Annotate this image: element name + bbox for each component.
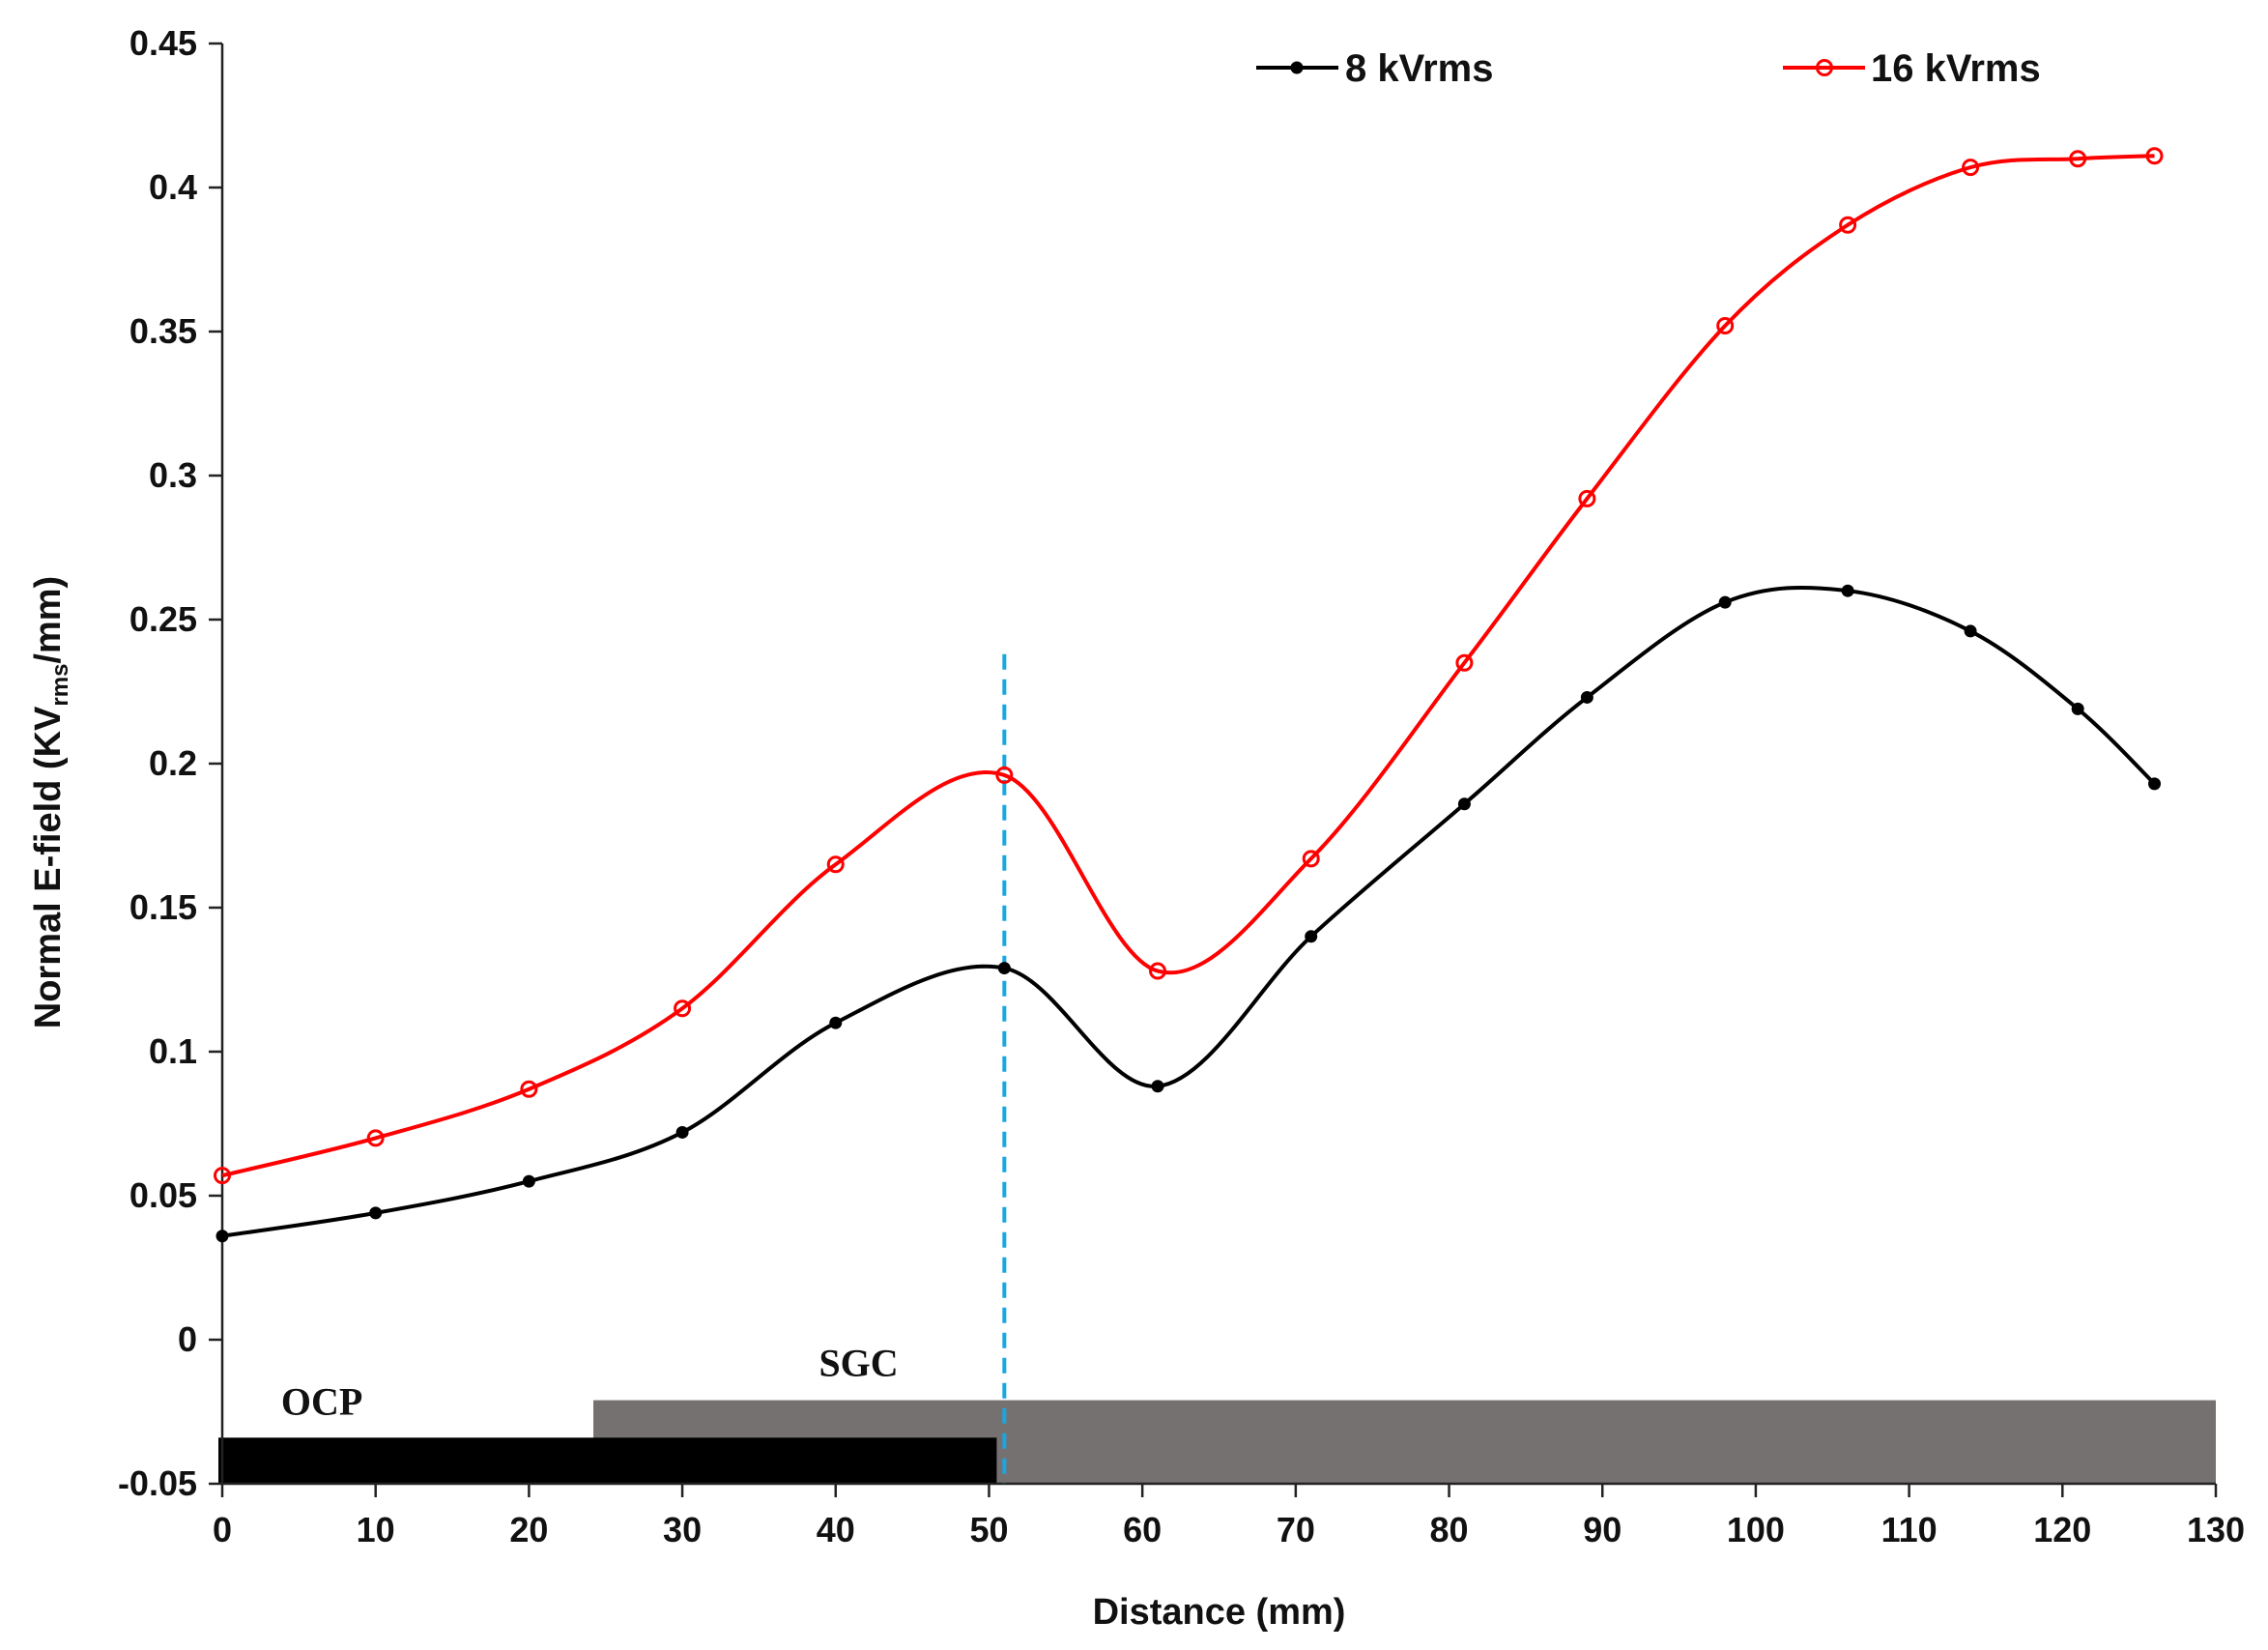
x-tick-label: 110 [1881, 1510, 1938, 1549]
data-point-16kv [1839, 216, 1857, 234]
legend: 8 kVrms 16 kVrms [1256, 47, 2041, 90]
series-line-8kv [221, 585, 2156, 1238]
y-tick-label: 0.35 [129, 311, 197, 351]
data-point-8kv [522, 1174, 535, 1188]
y-tick-label: 0.25 [129, 599, 197, 639]
data-point-8kv [1305, 930, 1318, 943]
data-point-16kv [1962, 159, 1980, 177]
data-point-8kv [675, 1125, 689, 1139]
legend-marker-16kv [1816, 59, 1833, 76]
data-point-8kv [997, 962, 1011, 975]
x-tick-label: 60 [1123, 1510, 1162, 1549]
data-point-8kv [369, 1206, 383, 1220]
legend-label-8kv: 8 kVrms [1345, 47, 1493, 90]
data-point-8kv [1841, 584, 1854, 597]
axes: -0.05 0 0.05 0.1 0.15 0.2 0.25 0.3 0.35 0.4 0.45 0… [118, 23, 2245, 1549]
y-tick-label: 0.3 [149, 455, 197, 495]
y-tick-label: 0 [178, 1319, 197, 1359]
data-point-8kv [1151, 1080, 1164, 1093]
data-point-16kv [2145, 147, 2164, 165]
x-axis-title: Distance (mm) [1093, 1592, 1346, 1633]
data-point-16kv [2069, 150, 2087, 168]
x-tick-label: 120 [2033, 1510, 2091, 1549]
data-point-8kv [1718, 595, 1732, 609]
y-axis-ticks: -0.05 0 0.05 0.1 0.15 0.2 0.25 0.3 0.35 0.4 0.45 [118, 23, 222, 1503]
data-point-16kv [1302, 850, 1320, 868]
data-point-16kv [1149, 962, 1167, 980]
y-tick-label: 0.05 [129, 1175, 197, 1215]
series-16kv [214, 147, 2164, 1185]
data-point-8kv [2071, 702, 2084, 715]
data-point-16kv [1578, 489, 1596, 507]
y-axis-title-subscript: rms [47, 664, 73, 707]
x-tick-label: 100 [1727, 1510, 1785, 1549]
legend-item-16kv: 16 kVrms [1783, 47, 2041, 90]
data-point-16kv [366, 1129, 385, 1147]
region-bars: SGC OCP [218, 1341, 2216, 1484]
data-point-8kv [829, 1016, 843, 1029]
legend-item-8kv: 8 kVrms [1256, 47, 1493, 90]
data-point-16kv [214, 1167, 231, 1185]
y-tick-label: 0.1 [149, 1031, 197, 1071]
sgc-region-label: SGC [818, 1341, 898, 1384]
data-point-16kv [1716, 317, 1735, 335]
y-tick-label: 0.45 [129, 23, 197, 63]
x-tick-label: 20 [509, 1510, 548, 1549]
x-tick-label: 40 [817, 1510, 855, 1549]
y-axis-title: Normal E-field (KVrms/mm) [28, 576, 73, 1028]
x-tick-label: 0 [213, 1510, 232, 1549]
y-tick-label: 0.2 [149, 743, 197, 783]
y-axis-title-prefix: Normal E-field (KV [28, 706, 69, 1028]
x-axis-ticks: 0 10 20 30 40 50 60 70 80 90 100 110 120 130 [213, 1484, 2245, 1549]
data-point-8kv [2148, 777, 2162, 791]
legend-label-16kv: 16 kVrms [1871, 47, 2041, 90]
y-tick-label: 0.4 [149, 167, 197, 207]
x-tick-label: 70 [1277, 1510, 1315, 1549]
series-layer [214, 147, 2164, 1243]
series-line-16kv [221, 154, 2155, 1178]
ocp-region-label: OCP [281, 1379, 362, 1423]
data-point-16kv [826, 855, 845, 874]
x-tick-label: 90 [1583, 1510, 1622, 1549]
x-tick-label: 10 [357, 1510, 395, 1549]
y-tick-label: 0.15 [129, 887, 197, 927]
data-point-16kv [520, 1080, 538, 1098]
legend-marker-8kv [1290, 61, 1304, 74]
data-point-16kv [995, 766, 1014, 784]
x-tick-label: 80 [1430, 1510, 1469, 1549]
series-8kv [215, 584, 2162, 1243]
data-point-8kv [215, 1230, 229, 1243]
x-tick-label: 30 [663, 1510, 702, 1549]
data-point-8kv [1580, 690, 1593, 704]
x-tick-label: 130 [2187, 1510, 2245, 1549]
ocp-region-bar [218, 1437, 997, 1484]
data-point-8kv [1457, 797, 1471, 811]
data-point-16kv [1455, 653, 1474, 672]
x-tick-label: 50 [969, 1510, 1008, 1549]
y-axis-title-suffix: /mm) [28, 576, 69, 664]
y-tick-label: -0.05 [118, 1463, 197, 1503]
data-point-16kv [674, 999, 692, 1018]
data-point-8kv [1964, 624, 1977, 638]
